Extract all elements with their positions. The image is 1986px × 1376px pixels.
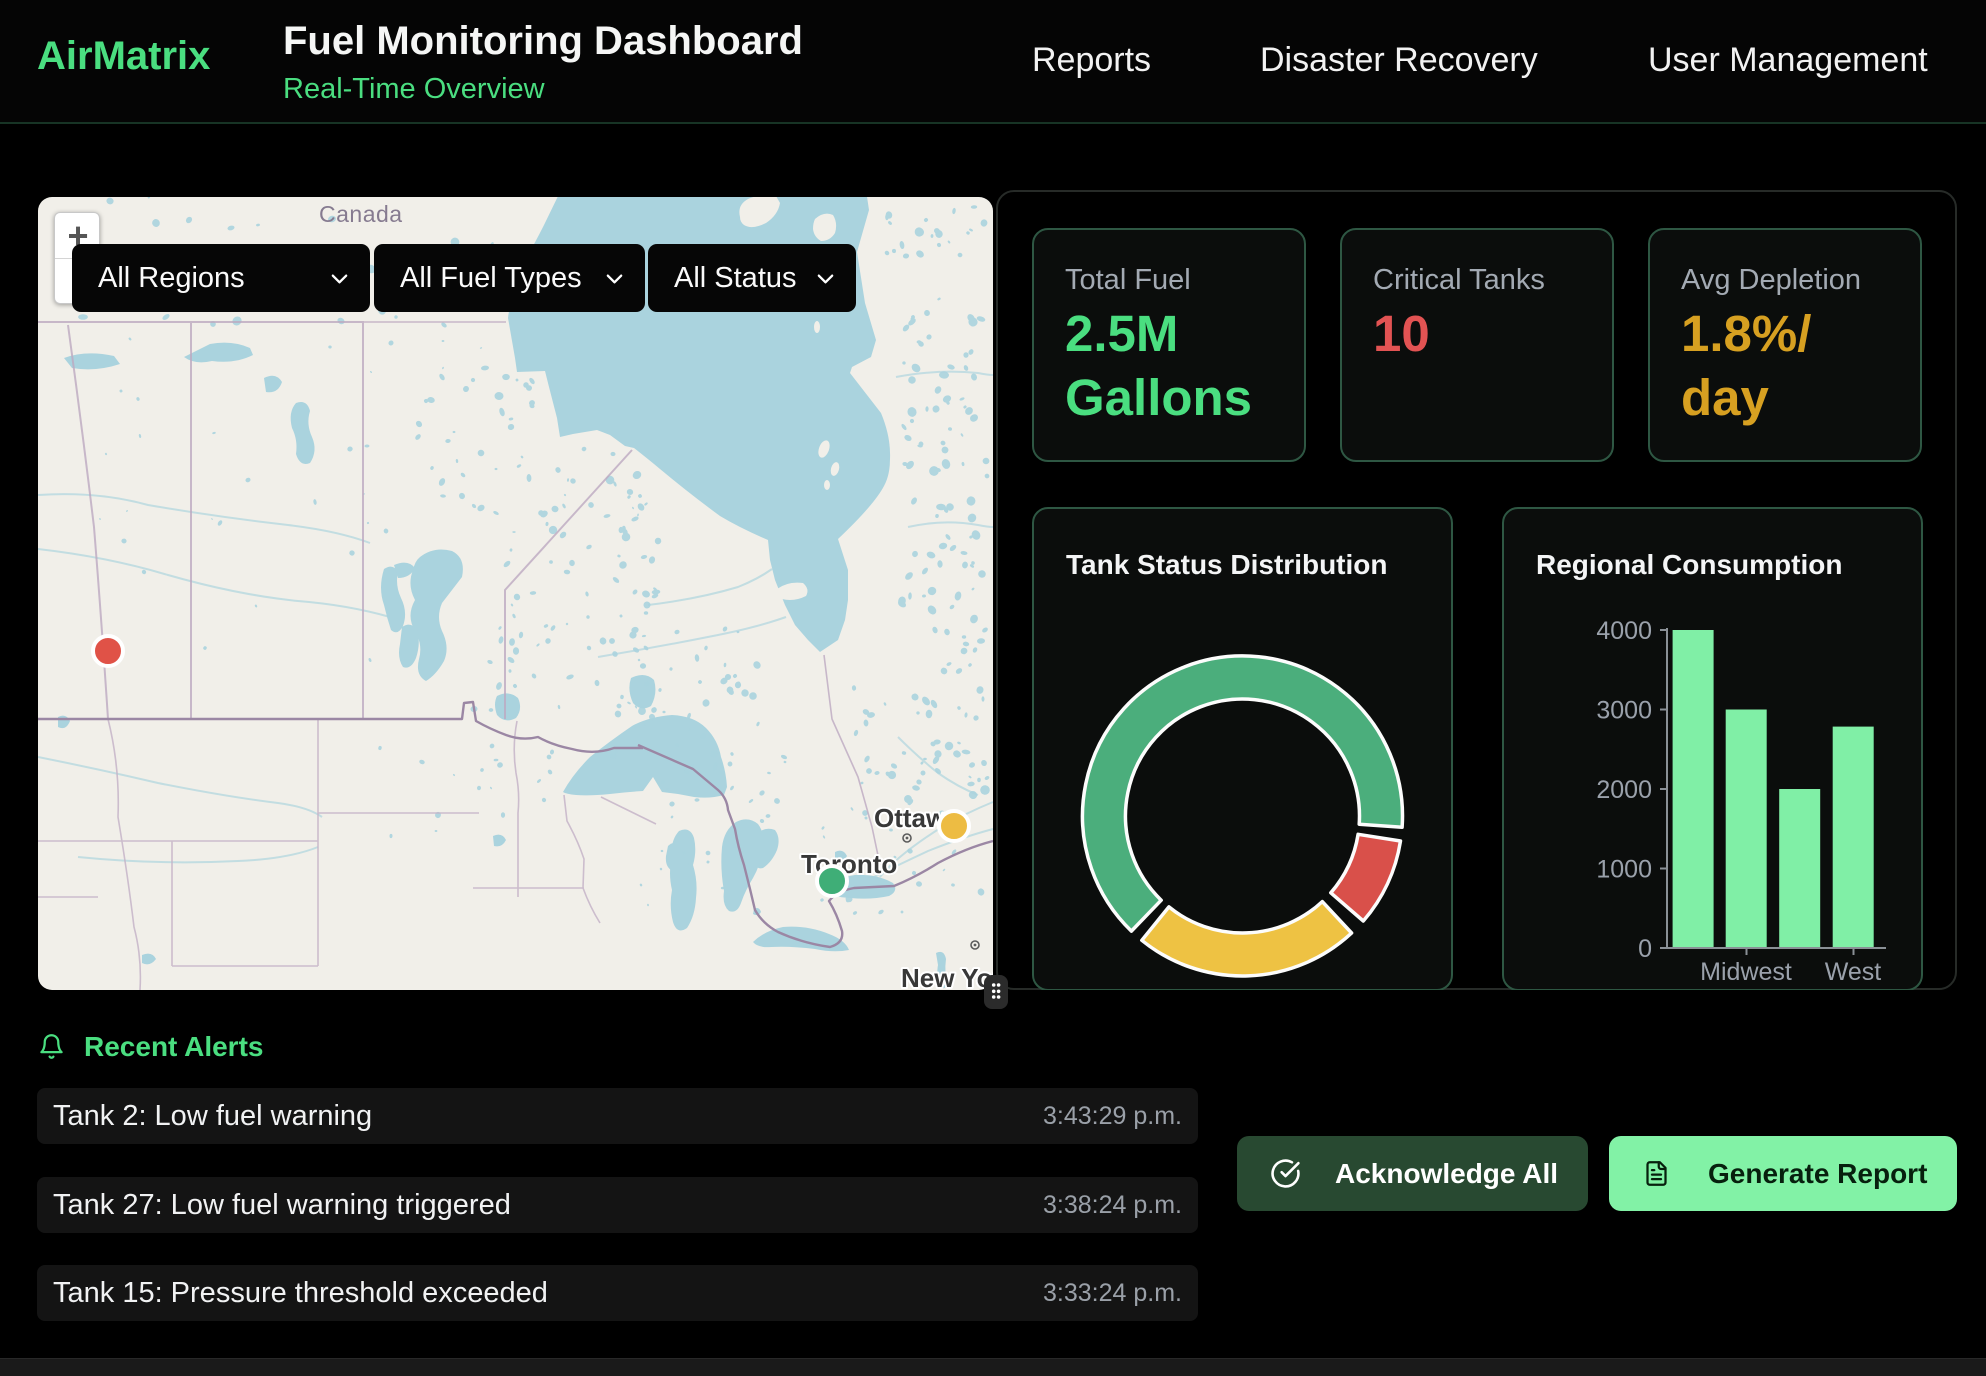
svg-text:1000: 1000 bbox=[1596, 856, 1652, 884]
svg-text:2000: 2000 bbox=[1596, 776, 1652, 804]
svg-text:4000: 4000 bbox=[1596, 617, 1652, 645]
svg-text:0: 0 bbox=[1638, 935, 1652, 963]
svg-text:3000: 3000 bbox=[1596, 697, 1652, 725]
svg-text:Canada: Canada bbox=[319, 201, 403, 227]
svg-text:Toronto: Toronto bbox=[801, 849, 897, 879]
svg-text:New York: New York bbox=[901, 963, 993, 990]
svg-text:West: West bbox=[1825, 958, 1882, 986]
svg-text:Midwest: Midwest bbox=[1700, 958, 1792, 986]
